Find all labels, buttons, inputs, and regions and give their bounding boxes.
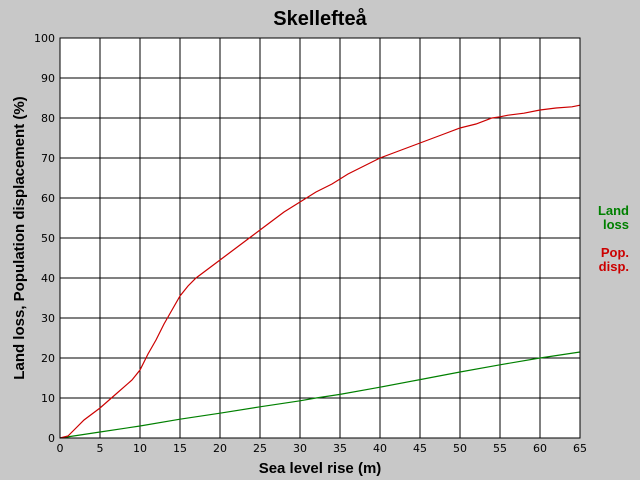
x-tick-label: 30 <box>293 442 307 455</box>
y-tick-label: 40 <box>41 272 55 285</box>
y-tick-label: 90 <box>41 72 55 85</box>
plot-border <box>59 37 581 439</box>
legend-land-loss-line2: loss <box>603 217 629 232</box>
legend-pop-disp-line1: Pop. <box>601 245 629 260</box>
x-tick-label: 55 <box>493 442 507 455</box>
series-line-land-loss <box>59 351 581 439</box>
y-tick-label: 50 <box>41 232 55 245</box>
x-tick-label: 45 <box>413 442 427 455</box>
x-tick-label: 0 <box>57 442 64 455</box>
y-tick-label: 100 <box>34 32 55 45</box>
y-axis-label: Land loss, Population displacement (%) <box>11 96 28 379</box>
x-tick-label: 15 <box>173 442 187 455</box>
y-tick-label: 70 <box>41 152 55 165</box>
x-tick-label: 20 <box>213 442 227 455</box>
y-tick-label: 60 <box>41 192 55 205</box>
y-tick-label: 80 <box>41 112 55 125</box>
chart-title: Skellefteå <box>273 7 367 30</box>
x-tick-label: 35 <box>333 442 347 455</box>
x-tick-label: 40 <box>373 442 387 455</box>
y-tick-label: 30 <box>41 312 55 325</box>
y-tick-label: 20 <box>41 352 55 365</box>
y-tick-label: 10 <box>41 392 55 405</box>
y-tick-label: 0 <box>48 432 55 445</box>
x-axis-label: Sea level rise (m) <box>259 460 382 477</box>
x-tick-labels: 0 5 10 15 20 25 30 35 40 45 50 55 60 65 <box>57 442 588 455</box>
x-tick-label: 60 <box>533 442 547 455</box>
x-tick-label: 50 <box>453 442 467 455</box>
x-tick-label: 25 <box>253 442 267 455</box>
x-tick-label: 65 <box>573 442 587 455</box>
legend: Land loss Pop. disp. <box>598 203 629 274</box>
x-tick-label: 5 <box>97 442 104 455</box>
x-tick-label: 10 <box>133 442 147 455</box>
series-layer <box>59 104 581 439</box>
legend-pop-disp-line2: disp. <box>599 259 629 274</box>
series-line-pop-disp <box>59 104 581 439</box>
legend-land-loss-line1: Land <box>598 203 629 218</box>
y-tick-labels: 0 10 20 30 40 50 60 70 80 90 100 <box>34 32 55 445</box>
